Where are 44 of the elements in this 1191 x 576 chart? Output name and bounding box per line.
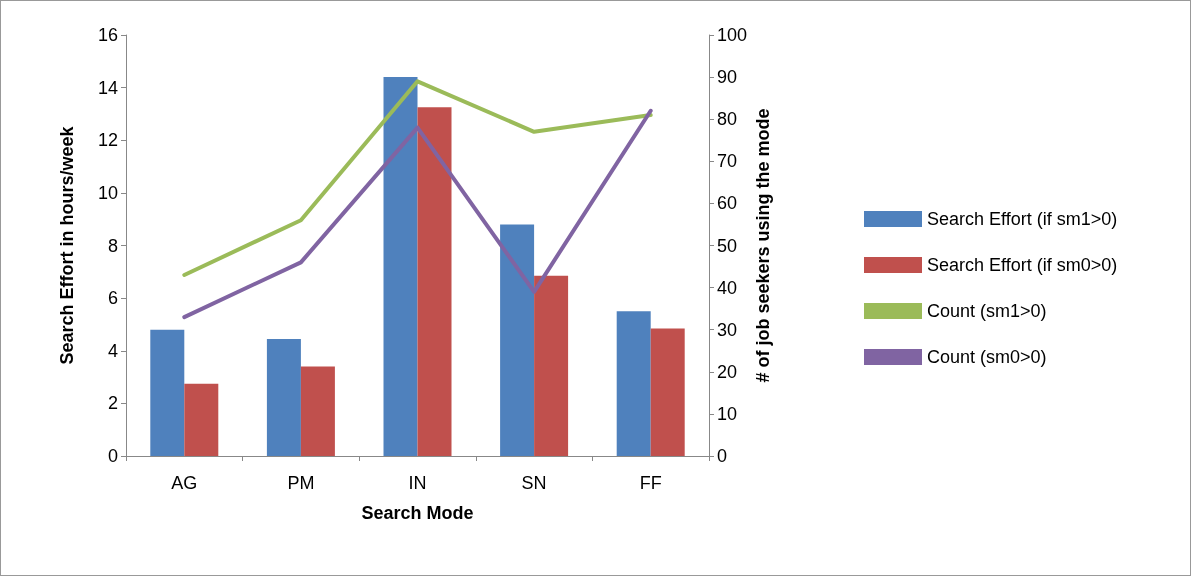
legend-label: Count (sm1>0) <box>927 301 1047 321</box>
y2-tick-label: 40 <box>717 277 738 298</box>
y2-tick-label: 0 <box>717 446 728 466</box>
y2-axis-title: # of job seekers using the mode <box>753 108 773 383</box>
bar <box>534 275 569 456</box>
y2-tick-label: 30 <box>717 319 738 340</box>
bar <box>383 77 418 456</box>
x-tick-label: IN <box>408 473 427 493</box>
x-axis-title: Search Mode <box>361 503 474 523</box>
y2-tick-label: 100 <box>717 25 748 45</box>
bar <box>150 329 185 456</box>
bar <box>184 383 219 456</box>
y-tick-label: 6 <box>107 288 118 309</box>
x-tick-label: SN <box>521 473 547 493</box>
legend-label: Search Effort (if sm0>0) <box>927 255 1118 275</box>
bar <box>266 338 301 456</box>
bar <box>500 224 535 456</box>
bar <box>417 107 452 456</box>
legend-label: Search Effort (if sm1>0) <box>927 209 1118 229</box>
y2-tick-label: 80 <box>717 109 738 130</box>
legend-label: Count (sm0>0) <box>927 347 1047 367</box>
y2-tick-label: 10 <box>717 403 738 424</box>
y-tick-label: 12 <box>97 130 118 151</box>
y2-tick-label: 90 <box>717 67 738 88</box>
x-tick-label: FF <box>639 473 662 493</box>
y-axis-title: Search Effort in hours/week <box>57 125 77 365</box>
y-tick-label: 16 <box>97 25 118 45</box>
bar <box>650 328 685 456</box>
bar <box>616 311 651 456</box>
y-tick-label: 2 <box>107 393 118 414</box>
y2-tick-label: 70 <box>717 151 738 172</box>
y2-tick-label: 60 <box>717 193 738 214</box>
line-series <box>182 79 653 277</box>
y2-tick-label: 50 <box>717 235 738 256</box>
y-tick-label: 4 <box>107 340 118 361</box>
x-tick-label: PM <box>287 473 315 493</box>
y2-tick-label: 20 <box>717 361 738 382</box>
y-tick-label: 10 <box>97 182 118 203</box>
y-tick-label: 8 <box>107 235 118 256</box>
bar <box>300 366 335 456</box>
line-series <box>182 108 653 320</box>
y-tick-label: 0 <box>107 446 118 466</box>
x-tick-label: AG <box>171 473 198 493</box>
y-tick-label: 14 <box>97 77 118 98</box>
